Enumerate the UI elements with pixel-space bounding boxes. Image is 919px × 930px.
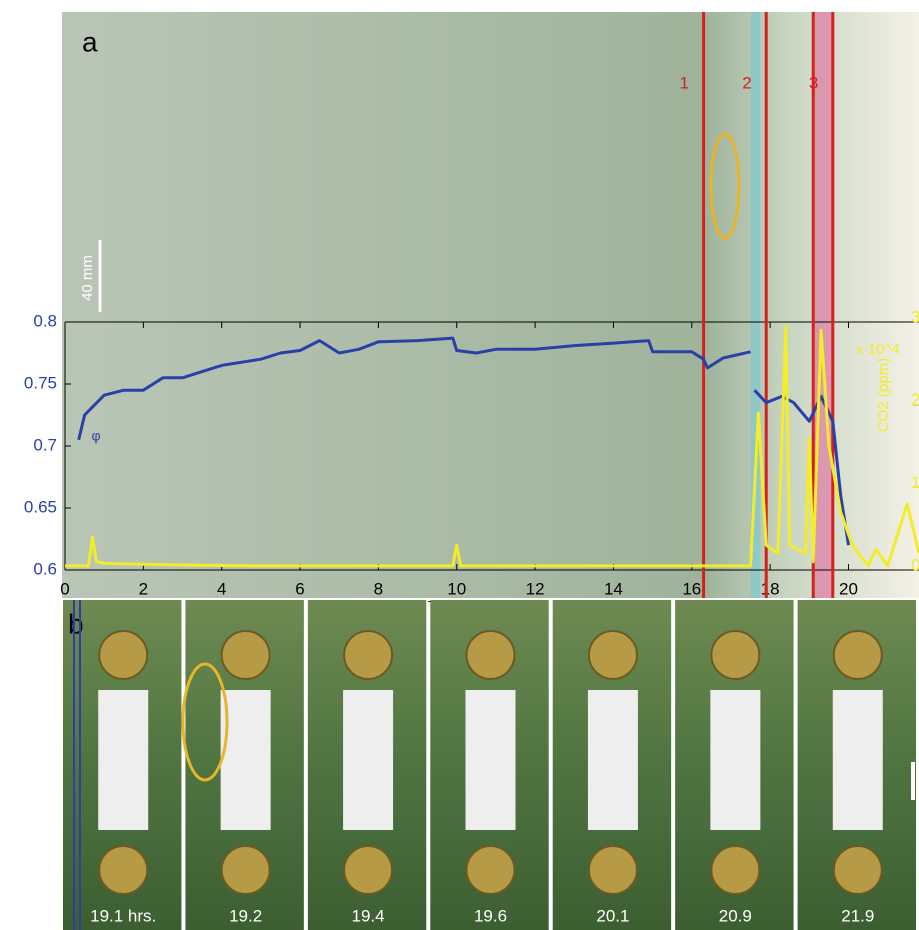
- x-tick-label: 2: [139, 579, 148, 598]
- photo-caption: 19.2: [229, 906, 262, 925]
- x-tick-label: 20: [839, 579, 858, 598]
- y2-tick-label: 1: [911, 473, 919, 492]
- membrane: [833, 690, 883, 830]
- bolt: [589, 846, 637, 894]
- bolt: [834, 846, 882, 894]
- bolt: [467, 846, 515, 894]
- y2-tick-label: 0: [911, 555, 919, 574]
- bolt: [99, 631, 147, 679]
- figure: a 40 mm 0.60.650.70.750.8012302468101214…: [0, 0, 919, 930]
- membrane: [588, 690, 638, 830]
- bolt: [467, 631, 515, 679]
- photo-caption: 20.1: [596, 906, 629, 925]
- x-tick-label: 6: [295, 579, 304, 598]
- x-tick-label: 16: [682, 579, 701, 598]
- photo-caption: 19.6: [474, 906, 507, 925]
- y-tick-label: 0.75: [24, 373, 57, 392]
- y-tick-label: 0.6: [33, 559, 57, 578]
- x-tick-label: 8: [374, 579, 383, 598]
- scale-label: 40 mm: [79, 255, 96, 301]
- photo-caption: 21.9: [841, 906, 874, 925]
- photo-caption: 19.4: [352, 906, 385, 925]
- membrane: [221, 690, 271, 830]
- y-tick-label: 0.65: [24, 497, 57, 516]
- x-tick-label: 10: [447, 579, 466, 598]
- membrane: [343, 690, 393, 830]
- x-tick-label: 12: [526, 579, 545, 598]
- membrane: [710, 690, 760, 830]
- bolt: [711, 846, 759, 894]
- panel-label: b: [68, 608, 84, 639]
- bolt: [834, 631, 882, 679]
- y2-tick-label: 3: [911, 307, 919, 326]
- x-tick-label: 18: [761, 579, 780, 598]
- y2-tick-label: 2: [911, 390, 919, 409]
- bolt: [222, 631, 270, 679]
- x-tick-label: 14: [604, 579, 623, 598]
- y-tick-label: 0.8: [33, 311, 57, 330]
- y2-axis-label: CO2 (ppm): [875, 358, 892, 432]
- bolt: [344, 846, 392, 894]
- bolt: [99, 846, 147, 894]
- event-label: 3: [809, 73, 818, 92]
- series-label: φ: [91, 428, 100, 444]
- y-tick-label: 0.7: [33, 435, 57, 454]
- bolt: [589, 631, 637, 679]
- event-label: 1: [680, 73, 689, 92]
- membrane: [98, 690, 148, 830]
- event-label: 2: [742, 73, 751, 92]
- x-tick-label: 4: [217, 579, 226, 598]
- bolt: [711, 631, 759, 679]
- y2-multiplier: x 10^4: [856, 341, 900, 358]
- x-tick-label: 0: [60, 579, 69, 598]
- photo-caption: 20.9: [719, 906, 752, 925]
- membrane: [466, 690, 516, 830]
- bolt: [222, 846, 270, 894]
- bolt: [344, 631, 392, 679]
- photo-caption: 19.1 hrs.: [90, 906, 156, 925]
- panel-label: a: [82, 26, 98, 57]
